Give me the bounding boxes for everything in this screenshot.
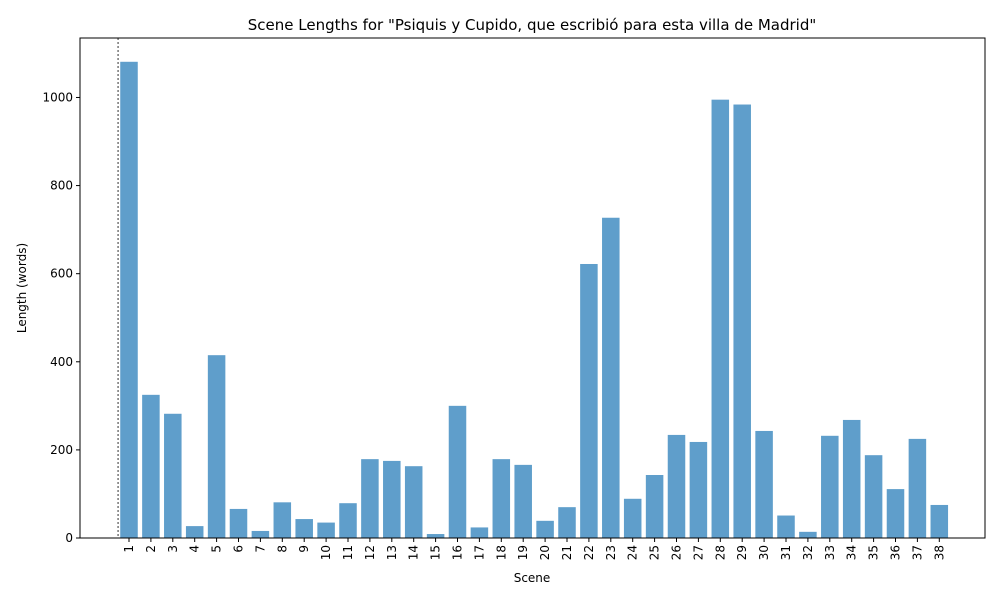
bar-scene-11	[339, 503, 357, 538]
x-tick-label: 35	[867, 545, 881, 560]
x-tick-label: 36	[889, 545, 903, 560]
x-tick-label: 27	[691, 545, 705, 560]
bar-scene-27	[689, 441, 708, 538]
x-tick-label: 17	[472, 545, 486, 560]
bar-scene-24	[623, 498, 642, 538]
bar-scene-17	[470, 527, 489, 538]
bar-scene-1	[120, 61, 138, 538]
x-tick-label: 26	[670, 545, 684, 560]
bar-scene-3	[164, 413, 182, 538]
x-tick-label: 19	[516, 545, 530, 560]
bar-scene-28	[711, 99, 730, 539]
y-tick-label: 600	[50, 267, 73, 281]
bar-scene-37	[908, 438, 927, 538]
x-tick-label: 25	[648, 545, 662, 560]
x-tick-label: 12	[363, 545, 377, 560]
bar-scene-21	[558, 507, 576, 538]
x-tick-label: 22	[582, 545, 596, 560]
bar-scene-23	[602, 217, 620, 539]
x-tick-label: 3	[166, 545, 180, 553]
x-tick-label: 37	[910, 545, 924, 560]
bar-scene-13	[383, 460, 401, 538]
bar-scene-12	[361, 459, 379, 538]
x-axis-label: Scene	[514, 571, 551, 585]
x-tick-label: 18	[494, 545, 508, 560]
x-tick-label: 34	[845, 545, 859, 560]
x-tick-label: 33	[823, 545, 837, 560]
bar-scene-9	[295, 519, 313, 538]
bar-scene-14	[404, 466, 423, 538]
bar-scene-38	[930, 504, 949, 538]
bar-scene-36	[886, 489, 905, 538]
x-tick-label: 30	[757, 545, 771, 560]
x-tick-label: 24	[626, 545, 640, 560]
bar-scene-7	[251, 530, 270, 538]
x-tick-label: 16	[451, 545, 465, 560]
chart-title: Scene Lengths for "Psiquis y Cupido, que…	[248, 16, 816, 34]
y-tick-label: 400	[50, 355, 73, 369]
x-tick-label: 5	[210, 545, 224, 553]
bar-scene-19	[514, 464, 532, 538]
bar-scene-6	[229, 508, 248, 538]
bar-scene-8	[273, 502, 292, 538]
x-tick-label: 7	[253, 545, 267, 553]
x-tick-label: 28	[713, 545, 727, 560]
bar-scene-26	[667, 434, 686, 538]
bar-scene-33	[821, 435, 839, 538]
x-tick-label: 15	[429, 545, 443, 560]
bar-scene-29	[733, 104, 751, 539]
x-tick-label: 31	[779, 545, 793, 560]
y-tick-label: 1000	[42, 90, 73, 104]
bar-scene-30	[755, 430, 773, 538]
x-tick-label: 9	[297, 545, 311, 553]
bar-scene-16	[448, 405, 467, 538]
bar-scene-32	[799, 531, 817, 538]
x-tick-label: 20	[538, 545, 552, 560]
y-tick-label: 800	[50, 179, 73, 193]
x-tick-label: 2	[144, 545, 158, 553]
bar-scene-5	[207, 355, 226, 538]
bar-scene-10	[317, 522, 335, 538]
x-tick-label: 10	[319, 545, 333, 560]
x-tick-label: 4	[188, 545, 202, 553]
bar-scene-22	[580, 263, 598, 538]
x-tick-label: 14	[407, 545, 421, 560]
x-tick-label: 23	[604, 545, 618, 560]
bar-scene-25	[645, 475, 664, 538]
x-tick-label: 8	[275, 545, 289, 553]
x-tick-label: 6	[232, 545, 246, 553]
y-axis-label: Length (words)	[15, 243, 29, 333]
x-tick-label: 13	[385, 545, 399, 560]
bar-scene-2	[142, 394, 160, 538]
x-tick-label: 32	[801, 545, 815, 560]
x-tick-label: 29	[735, 545, 749, 560]
y-tick-label: 0	[65, 531, 73, 545]
bar-scene-31	[777, 515, 795, 538]
x-tick-label: 11	[341, 545, 355, 560]
x-tick-label: 21	[560, 545, 574, 560]
bar-scene-20	[536, 520, 554, 538]
bar-scene-34	[842, 419, 861, 538]
bar-scene-18	[492, 459, 511, 538]
plot-frame	[79, 37, 986, 539]
x-tick-label: 1	[122, 545, 136, 553]
bar-scene-35	[864, 455, 883, 538]
bar-scene-15	[426, 534, 445, 538]
x-tick-label: 38	[932, 545, 946, 560]
bar-scene-4	[185, 526, 204, 538]
y-tick-label: 200	[50, 443, 73, 457]
